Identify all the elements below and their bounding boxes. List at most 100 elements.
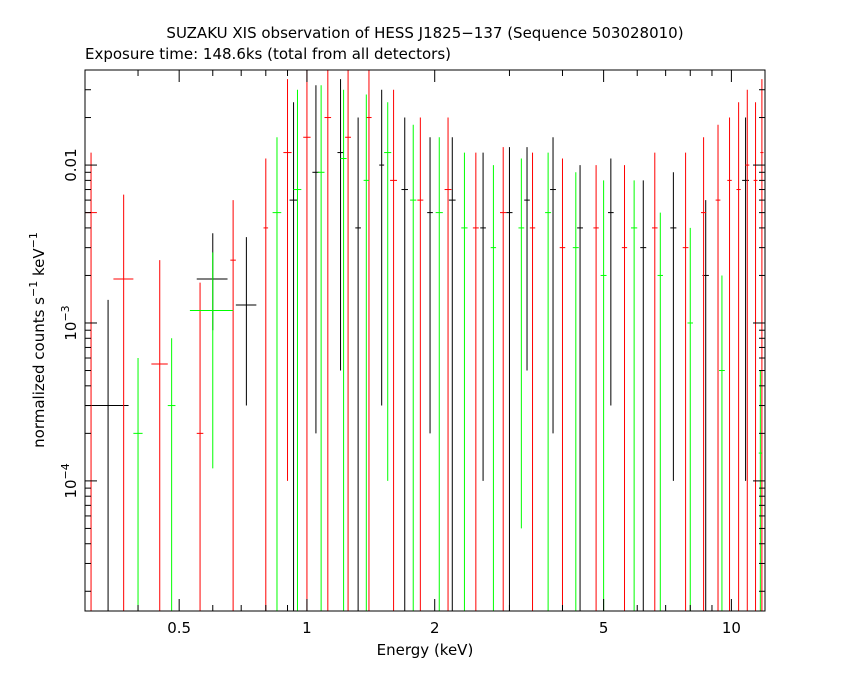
data-point-black-1 (196, 233, 228, 331)
data-point-green-7 (363, 94, 369, 611)
data-point-red-1 (113, 194, 134, 611)
data-point-black-18 (670, 172, 677, 481)
data-point-black-11 (480, 152, 486, 481)
data-point-black-9 (427, 137, 433, 434)
series-green (133, 85, 762, 611)
data-point-black-3 (289, 102, 298, 611)
data-point-green-13 (518, 158, 525, 529)
data-point-black-5 (337, 79, 344, 371)
data-point-black-12 (506, 147, 513, 611)
data-point-black-13 (524, 147, 530, 371)
data-point-black-6 (355, 117, 361, 611)
data-point-red-28 (760, 79, 764, 611)
data-point-red-3 (196, 282, 204, 611)
data-point-red-11 (390, 89, 398, 611)
plot-frame (84, 69, 766, 612)
data-point-black-14 (550, 137, 556, 434)
data-point-red-4 (230, 200, 236, 611)
data-point-green-4 (293, 89, 302, 611)
y-axis-label-mid: keV (30, 248, 48, 281)
data-point-red-25 (736, 102, 741, 611)
data-point-black-17 (640, 180, 647, 611)
data-point-red-0 (85, 152, 97, 611)
data-point-red-10 (366, 70, 372, 611)
series-black (85, 79, 749, 611)
data-point-green-0 (133, 358, 143, 611)
data-point-green-20 (719, 275, 725, 611)
data-point-black-20 (742, 117, 749, 481)
data-point-red-21 (682, 152, 689, 611)
series-red (85, 70, 764, 611)
data-point-black-4 (312, 85, 320, 434)
x-axis-label: Energy (keV) (377, 641, 474, 659)
data-point-green-3 (272, 137, 282, 611)
y-tick-label-1: 10−3 (59, 305, 80, 340)
data-point-red-16 (529, 152, 536, 611)
data-point-green-19 (687, 227, 694, 611)
data-point-black-10 (448, 137, 456, 611)
data-point-green-17 (630, 180, 638, 611)
data-point-red-20 (651, 152, 658, 611)
chart-subtitle: Exposure time: 148.6ks (total from all d… (85, 45, 451, 63)
data-point-green-2 (189, 252, 234, 469)
data-point-red-2 (151, 260, 168, 611)
data-point-green-14 (545, 152, 552, 611)
y-axis-label-base: normalized counts s (30, 297, 48, 448)
data-point-green-11 (461, 152, 468, 611)
data-point-black-2 (235, 237, 257, 406)
data-point-red-27 (753, 102, 758, 611)
data-point-red-5 (263, 158, 269, 611)
data-point-red-6 (283, 79, 292, 481)
data-point-red-22 (700, 137, 707, 611)
data-point-green-6 (340, 89, 347, 611)
data-point-green-21 (758, 370, 762, 611)
data-point-green-12 (490, 165, 497, 611)
data-point-red-24 (727, 117, 732, 611)
x-tick-label-3: 5 (599, 619, 609, 637)
y-tick-label-base-2: 0.01 (62, 148, 80, 181)
data-point-red-19 (621, 165, 628, 611)
data-point-red-9 (345, 70, 351, 611)
x-tick-label-4: 10 (722, 619, 741, 637)
chart-title: SUZAKU XIS observation of HESS J1825−137… (166, 24, 683, 42)
data-point-green-8 (384, 102, 392, 481)
data-point-black-16 (607, 158, 614, 406)
y-axis-label-sup2: −1 (27, 232, 40, 248)
series-layer (85, 70, 764, 611)
y-tick-label-exp-1: −3 (59, 305, 72, 321)
x-tick-label-0: 0.5 (167, 619, 191, 637)
x-tick-label-2: 2 (430, 619, 440, 637)
data-point-green-15 (572, 172, 579, 611)
data-point-red-17 (559, 158, 566, 611)
y-tick-label-base-1: 10 (62, 322, 80, 341)
data-point-red-7 (303, 70, 311, 611)
data-point-green-5 (317, 85, 325, 611)
data-point-red-14 (472, 152, 479, 611)
y-tick-label-base-0: 10 (62, 479, 80, 498)
data-point-red-23 (715, 124, 721, 611)
data-point-green-9 (410, 124, 417, 611)
y-axis-label-sup1: −1 (27, 281, 40, 297)
data-point-black-0 (85, 299, 129, 611)
y-axis-label: normalized counts s−1 keV−1 (27, 232, 48, 448)
data-point-black-7 (379, 89, 385, 406)
data-point-green-18 (657, 212, 663, 611)
data-point-red-12 (417, 117, 424, 611)
y-tick-label-0: 10−4 (59, 463, 80, 498)
data-point-red-13 (444, 117, 452, 611)
data-point-green-16 (600, 180, 607, 611)
data-point-black-8 (401, 117, 408, 611)
y-tick-label-exp-0: −4 (59, 463, 72, 479)
data-point-red-18 (593, 165, 599, 611)
data-point-red-26 (745, 89, 750, 611)
y-tick-label-2: 0.01 (62, 148, 80, 181)
data-point-red-15 (499, 147, 507, 611)
data-point-green-10 (435, 137, 443, 611)
data-point-black-15 (577, 165, 583, 611)
x-tick-label-1: 1 (302, 619, 312, 637)
data-point-red-8 (324, 70, 332, 611)
data-point-green-1 (167, 338, 176, 611)
